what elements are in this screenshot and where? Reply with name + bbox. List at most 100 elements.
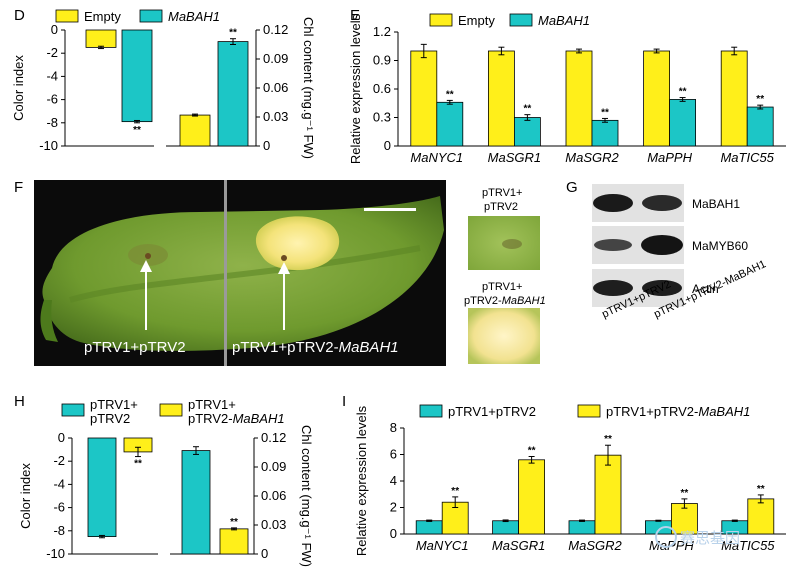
chart-h: -10 -8 -6 -4 -2 0 Color index 0 0.03 0.06 0.09 0.12…	[18, 397, 314, 567]
y-axis-tick-label-4: 1.2	[373, 24, 391, 39]
legend-label-control: pTRV1+pTRV2	[448, 404, 536, 419]
y-axis-tick-label-0: 0	[390, 526, 397, 541]
y-axis-tick-label-3: 6	[390, 447, 397, 462]
legend-label-empty: Empty	[84, 9, 121, 24]
left-axis-tick-label-5: 0	[51, 22, 58, 37]
watermark: 赛思基因	[655, 526, 740, 548]
chl-content-bar-1	[219, 528, 249, 555]
legend-swatch-control	[419, 404, 443, 418]
bar-4-1	[746, 106, 774, 147]
bar-2-0	[568, 520, 596, 535]
inset-top-label-line2: pTRV2	[484, 201, 518, 213]
chl-content-bar-1	[217, 41, 249, 147]
legend-label-control-line1: pTRV1+	[90, 397, 138, 412]
inset-bottom-label-line1: pTRV1+	[482, 281, 522, 293]
left-axis-tick-label-4: -2	[53, 453, 65, 468]
category-label-2: MaSGR2	[565, 150, 619, 165]
y-axis-tick-label-2: 0.6	[373, 81, 391, 96]
chl-content-bar-0	[181, 450, 211, 555]
banana-ridge	[69, 245, 421, 303]
chl-content-significance-1: **	[229, 28, 237, 39]
legend-swatch-silenced	[159, 403, 183, 417]
y-axis-tick-label-1: 0.3	[373, 110, 391, 125]
y-axis-title: Relative expression levels	[354, 405, 369, 556]
right-axis-tick-label-2: 0.06	[261, 488, 286, 503]
bar-1-0	[492, 520, 520, 535]
left-axis-tick-label-3: -4	[46, 68, 58, 83]
right-axis-tick-label-1: 0.03	[261, 517, 286, 532]
legend-label-silenced-line1: pTRV1+	[188, 397, 236, 412]
western-blot: MaBAH1 MaMYB60 Actin pTRV1+pTRV2 pTRV1+p…	[592, 184, 768, 321]
right-axis-title: Chl content (mg.g⁻¹ FW)	[301, 17, 316, 159]
blot-band-1a	[593, 194, 633, 212]
category-label-3: MaPPH	[647, 150, 692, 165]
bar-1-1	[514, 117, 541, 147]
category-label-2: MaSGR2	[568, 538, 622, 553]
legend-label-mabah1: MaBAH1	[168, 9, 220, 24]
control-infiltration-dot	[145, 253, 151, 259]
right-axis-tick-label-3: 0.09	[263, 51, 288, 66]
watermark-text: 赛思基因	[680, 530, 740, 547]
chart-d: -10 -8 -6 -4 -2 0 Color index 0 0.03 0.06 0.09 0.12…	[11, 9, 316, 159]
left-axis-tick-label-2: -6	[46, 92, 58, 107]
legend-label-empty: Empty	[458, 13, 495, 28]
bar-0-0	[410, 50, 438, 147]
right-axis-title: Chl content (mg.g⁻¹ FW)	[299, 425, 314, 567]
bar-1-1	[518, 459, 545, 535]
significance-3-1: **	[681, 488, 689, 499]
blot-band-2a	[594, 239, 632, 251]
scale-bar	[364, 208, 416, 211]
category-label-4: MaTIC55	[721, 538, 775, 553]
silenced-arrow-head	[278, 262, 290, 274]
blot-label-actin: Actin	[692, 282, 719, 296]
significance-4-1: **	[757, 484, 765, 495]
legend-swatch-empty	[429, 13, 453, 27]
right-axis-tick-label-3: 0.09	[261, 459, 286, 474]
control-photo-label: pTRV1+pTRV2	[84, 339, 186, 356]
chl-content-bar-0	[179, 114, 211, 147]
chart-e: 0 0.3 0.6 0.9 1.2 Relative expression levels M…	[348, 13, 786, 165]
inset-control-spot	[502, 239, 522, 249]
category-label-4: MaTIC55	[720, 150, 774, 165]
legend-swatch-mabah1	[139, 9, 163, 23]
significance-4-1: **	[756, 94, 764, 105]
legend-swatch-silenced	[577, 404, 601, 418]
y-axis-tick-label-1: 2	[390, 500, 397, 515]
y-axis-tick-label-3: 0.9	[373, 53, 391, 68]
right-axis-tick-label-2: 0.06	[263, 80, 288, 95]
photo-insets: pTRV1+ pTRV2 pTRV1+ pTRV2-MaBAH1	[464, 187, 546, 364]
significance-1-1: **	[528, 445, 536, 456]
y-axis-tick-label-0: 0	[384, 138, 391, 153]
legend-swatch-empty	[55, 9, 79, 23]
bar-0-1	[436, 101, 464, 147]
left-axis-tick-label-4: -2	[46, 45, 58, 60]
left-axis-tick-label-0: -10	[39, 138, 58, 153]
bar-1-0	[487, 50, 515, 147]
right-axis-tick-label-4: 0.12	[263, 22, 288, 37]
legend-swatch-mabah1	[509, 13, 533, 27]
panel-letter-e: E	[350, 7, 360, 24]
category-label-0: MaNYC1	[416, 538, 469, 553]
legend-swatch-control	[61, 403, 85, 417]
right-axis-tick-label-1: 0.03	[263, 109, 288, 124]
inset-top-label-line1: pTRV1+	[482, 187, 522, 199]
legend-label-silenced: pTRV1+pTRV2-MaBAH1	[606, 404, 750, 419]
left-axis-tick-label-0: -10	[46, 546, 65, 561]
control-arrow-head	[140, 260, 152, 272]
category-label-1: MaSGR1	[488, 150, 541, 165]
left-axis-tick-label-1: -8	[46, 115, 58, 130]
inset-silenced-patch	[468, 308, 540, 364]
bar-4-0	[720, 50, 748, 147]
category-label-0: MaNYC1	[410, 150, 463, 165]
y-axis-title: Relative expression levels	[348, 13, 363, 164]
left-axis-tick-label-1: -8	[53, 523, 65, 538]
color-index-significance-1: **	[133, 125, 141, 136]
color-index-bar-0	[85, 29, 117, 48]
bar-0-0	[415, 520, 443, 535]
significance-2-1: **	[601, 107, 609, 118]
bar-4-1	[747, 498, 775, 535]
right-axis-tick-label-0: 0	[261, 546, 268, 561]
significance-2-1: **	[604, 434, 612, 445]
significance-0-1: **	[446, 89, 454, 100]
left-axis-tick-label-2: -6	[53, 500, 65, 515]
